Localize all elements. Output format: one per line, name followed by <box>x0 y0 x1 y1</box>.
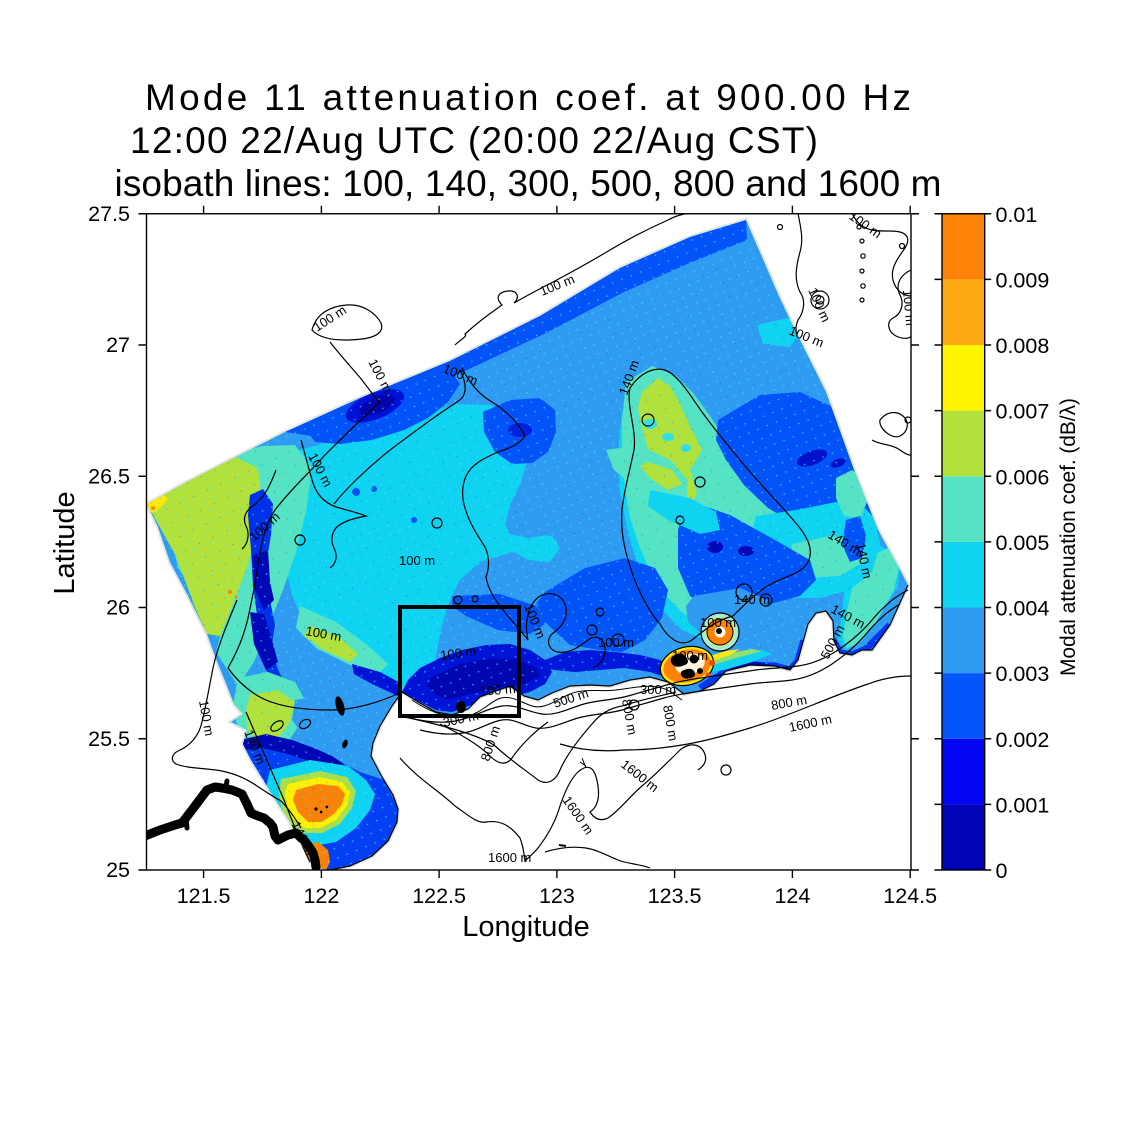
svg-text:100 m: 100 m <box>439 643 477 663</box>
svg-text:800 m: 800 m <box>770 692 808 713</box>
svg-text:122.5: 122.5 <box>412 884 466 908</box>
svg-text:27.5: 27.5 <box>88 202 130 226</box>
svg-text:Modal attenuation coef. (dB/λ): Modal attenuation coef. (dB/λ) <box>1057 398 1080 676</box>
svg-text:0.005: 0.005 <box>996 531 1050 555</box>
svg-text:0.004: 0.004 <box>996 597 1050 621</box>
svg-text:100 m: 100 m <box>672 648 708 663</box>
svg-text:100 m: 100 m <box>479 681 516 699</box>
svg-text:123: 123 <box>539 884 575 908</box>
svg-text:124: 124 <box>774 884 810 908</box>
svg-text:Latitude: Latitude <box>49 491 81 594</box>
svg-text:100 m: 100 m <box>304 623 342 644</box>
svg-text:25.5: 25.5 <box>88 727 130 751</box>
svg-text:124.5: 124.5 <box>883 884 937 908</box>
svg-text:300 m: 300 m <box>442 708 480 730</box>
svg-text:Longitude: Longitude <box>462 911 589 943</box>
svg-text:800 m: 800 m <box>619 698 640 736</box>
svg-text:0.007: 0.007 <box>996 400 1050 424</box>
svg-text:0.01: 0.01 <box>996 203 1038 227</box>
svg-text:0.008: 0.008 <box>996 334 1050 358</box>
svg-text:121.5: 121.5 <box>177 884 231 908</box>
svg-text:300 m: 300 m <box>640 682 676 697</box>
svg-text:122: 122 <box>303 884 339 908</box>
svg-text:1600 m: 1600 m <box>488 850 531 865</box>
svg-text:100 m: 100 m <box>900 289 918 326</box>
svg-text:26.5: 26.5 <box>88 465 130 489</box>
svg-text:123.5: 123.5 <box>648 884 702 908</box>
svg-text:0.002: 0.002 <box>996 728 1050 752</box>
svg-text:0.003: 0.003 <box>996 662 1050 686</box>
svg-text:12:00 22/Aug UTC (20:00 22/Aug: 12:00 22/Aug UTC (20:00 22/Aug CST) <box>130 120 818 161</box>
svg-text:0.006: 0.006 <box>996 465 1050 489</box>
svg-text:100 m: 100 m <box>598 635 634 650</box>
svg-text:0.001: 0.001 <box>996 793 1050 817</box>
svg-text:800 m: 800 m <box>660 704 681 742</box>
svg-text:Mode 11 attenuation coef. at 9: Mode 11 attenuation coef. at 900.00 Hz <box>145 77 911 118</box>
svg-text:100 m: 100 m <box>196 699 217 737</box>
svg-text:26: 26 <box>106 596 130 620</box>
svg-text:100 m: 100 m <box>399 553 435 568</box>
svg-text:27: 27 <box>106 333 130 357</box>
svg-text:140 m: 140 m <box>853 542 875 580</box>
svg-text:isobath lines: 100, 140, 300,: isobath lines: 100, 140, 300, 500, 800 a… <box>115 163 942 204</box>
svg-text:25: 25 <box>106 858 130 882</box>
svg-text:0: 0 <box>996 859 1008 883</box>
svg-text:140 m: 140 m <box>734 592 770 607</box>
svg-text:100 m: 100 m <box>700 615 736 630</box>
svg-text:0.009: 0.009 <box>996 268 1050 292</box>
